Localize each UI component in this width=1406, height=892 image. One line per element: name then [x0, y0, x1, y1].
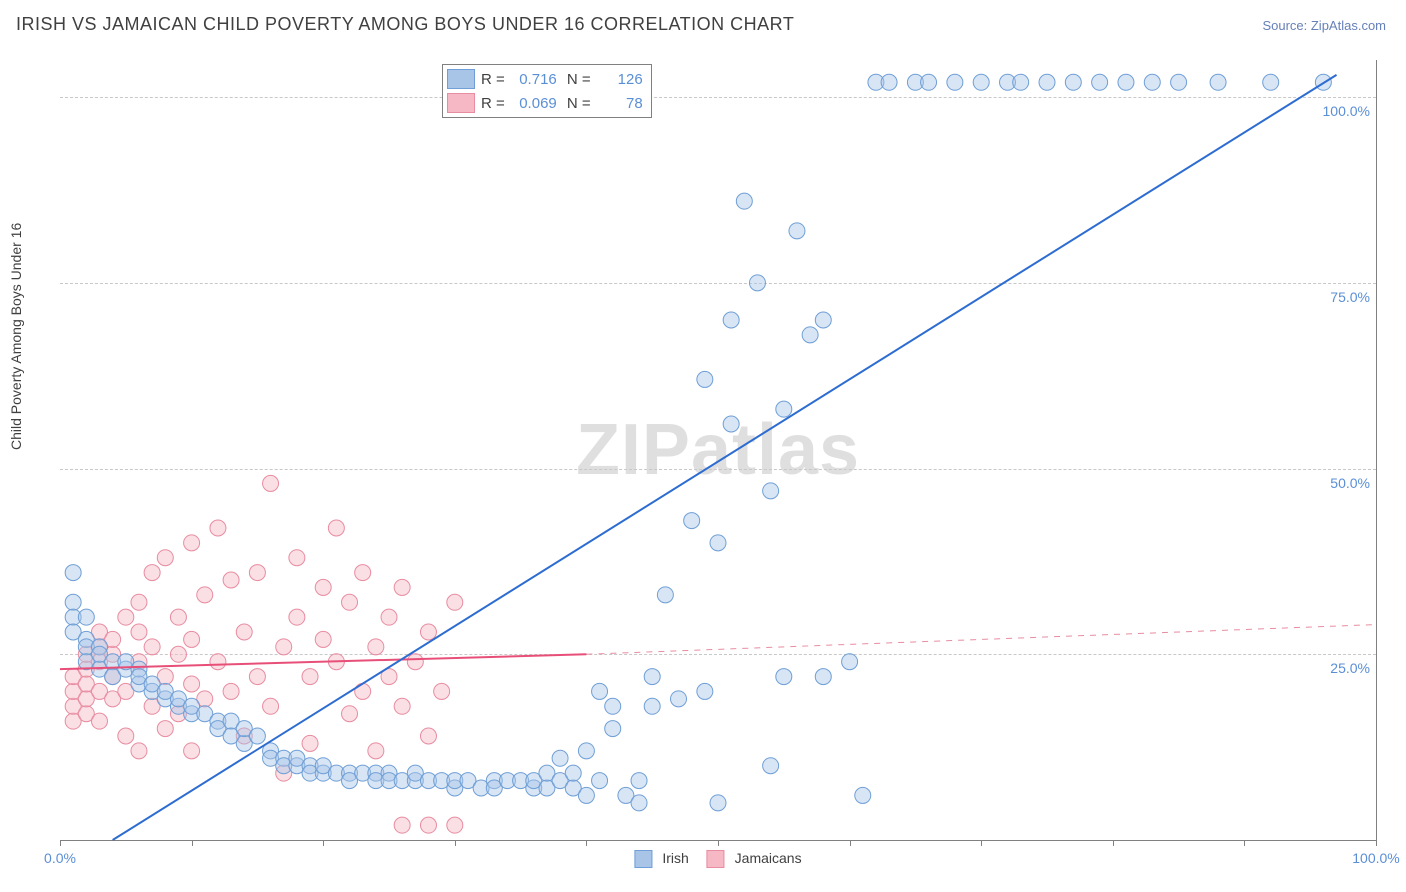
x-tick-label: 0.0% — [44, 850, 76, 866]
y-axis-label: Child Poverty Among Boys Under 16 — [8, 223, 24, 450]
x-tick-label: 100.0% — [1352, 850, 1399, 866]
chart-title: IRISH VS JAMAICAN CHILD POVERTY AMONG BO… — [16, 14, 794, 35]
legend-row-jamaicans: R = 0.069 N = 78 — [447, 91, 643, 115]
legend-item-jamaicans: Jamaicans — [707, 850, 802, 868]
irish-r-value: 0.716 — [511, 71, 557, 88]
irish-n-value: 126 — [597, 71, 643, 88]
series-legend: Irish Jamaicans — [634, 850, 801, 868]
x-tick — [718, 840, 719, 846]
legend-row-irish: R = 0.716 N = 126 — [447, 67, 643, 91]
x-tick — [1113, 840, 1114, 846]
x-tick — [850, 840, 851, 846]
jamaicans-r-value: 0.069 — [511, 95, 557, 112]
legend-item-irish: Irish — [634, 850, 688, 868]
x-tick — [1244, 840, 1245, 846]
scatter-svg — [60, 60, 1376, 840]
x-tick — [586, 840, 587, 846]
x-tick — [1376, 840, 1377, 846]
x-tick — [981, 840, 982, 846]
jamaicans-n-value: 78 — [597, 95, 643, 112]
x-tick — [323, 840, 324, 846]
source-attribution: Source: ZipAtlas.com — [1262, 18, 1386, 33]
correlation-legend: R = 0.716 N = 126 R = 0.069 N = 78 — [442, 64, 652, 118]
x-tick — [60, 840, 61, 846]
plot-area: ZIPatlas 25.0%50.0%75.0%100.0% 0.0%100.0… — [60, 60, 1377, 841]
x-tick — [455, 840, 456, 846]
x-tick — [192, 840, 193, 846]
